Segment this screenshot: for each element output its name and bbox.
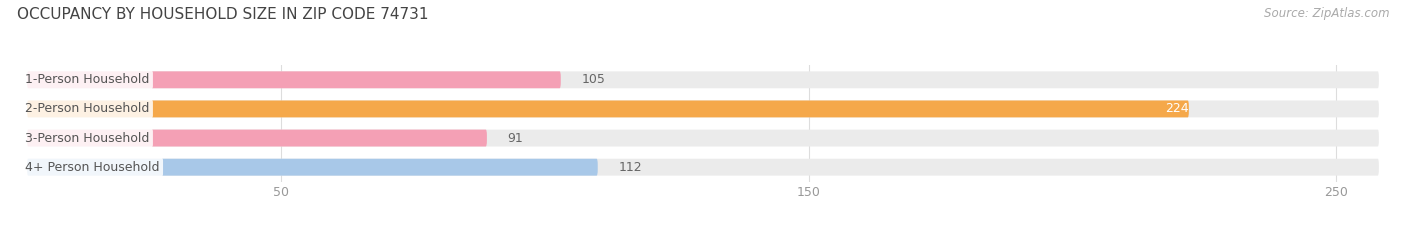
Text: 3-Person Household: 3-Person Household (25, 132, 149, 144)
FancyBboxPatch shape (27, 159, 1379, 176)
Text: 105: 105 (582, 73, 606, 86)
FancyBboxPatch shape (27, 130, 486, 147)
Text: 1-Person Household: 1-Person Household (25, 73, 149, 86)
Text: 224: 224 (1166, 103, 1188, 115)
FancyBboxPatch shape (27, 71, 561, 88)
Text: 91: 91 (508, 132, 523, 144)
Text: 2-Person Household: 2-Person Household (25, 103, 149, 115)
FancyBboxPatch shape (27, 100, 1379, 117)
Text: OCCUPANCY BY HOUSEHOLD SIZE IN ZIP CODE 74731: OCCUPANCY BY HOUSEHOLD SIZE IN ZIP CODE … (17, 7, 429, 22)
Text: Source: ZipAtlas.com: Source: ZipAtlas.com (1264, 7, 1389, 20)
FancyBboxPatch shape (27, 130, 1379, 147)
FancyBboxPatch shape (27, 100, 1189, 117)
Text: 4+ Person Household: 4+ Person Household (25, 161, 159, 174)
FancyBboxPatch shape (27, 159, 598, 176)
Text: 112: 112 (619, 161, 643, 174)
FancyBboxPatch shape (27, 71, 1379, 88)
